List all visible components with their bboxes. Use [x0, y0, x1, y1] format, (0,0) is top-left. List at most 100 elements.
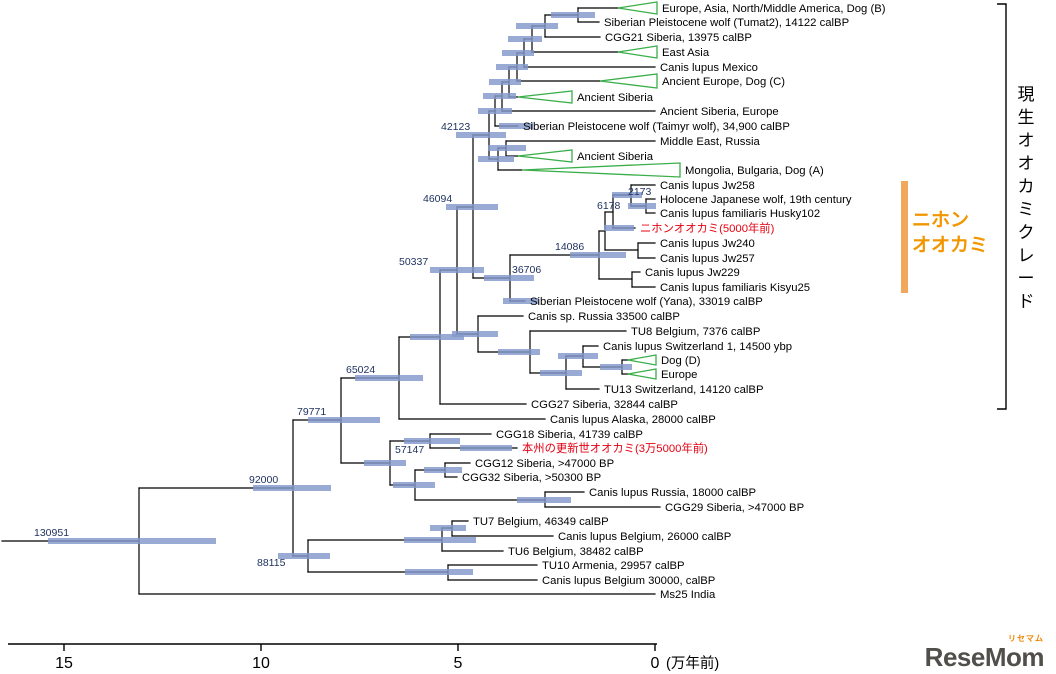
node-age-label: 79771	[297, 406, 326, 418]
hpd-bar	[612, 192, 642, 198]
hpd-bar	[502, 50, 534, 56]
tip-label: CGG27 Siberia, 32844 calBP	[531, 399, 678, 411]
axis-tick-label: 5	[454, 655, 463, 672]
hpd-bar	[489, 79, 521, 85]
hpd-bar	[558, 353, 598, 359]
hpd-bar	[456, 132, 506, 138]
node-age-label: 6178	[597, 200, 621, 212]
tip-label: Canis lupus Belgium, 26000 calBP	[558, 531, 731, 543]
hpd-bar	[604, 225, 634, 231]
resemom-logo: リセマム ReseMom	[924, 634, 1045, 672]
node-age-label: 14086	[555, 241, 584, 253]
hpd-bar	[393, 482, 435, 488]
node-age-label: 50337	[399, 256, 428, 268]
hpd-bar	[278, 553, 330, 559]
node-age-label: 65024	[346, 364, 375, 376]
hpd-bar	[308, 417, 380, 423]
hpd-bar	[540, 370, 582, 376]
tip-label: Ancient Siberia	[577, 92, 654, 104]
hpd-bar	[484, 275, 534, 281]
node-age-label: 36706	[512, 264, 541, 276]
tip-label: Siberian Pleistocene wolf (Tumat2), 1412…	[604, 17, 849, 29]
node-age-label: 130951	[34, 527, 69, 539]
collapsed-clade-triangle	[599, 73, 658, 89]
tip-label: Ancient Siberia	[577, 151, 654, 163]
clade-bracket-label-char: ー	[1018, 269, 1035, 288]
hpd-bar	[488, 145, 526, 151]
logo-subtext: リセマム	[1008, 634, 1044, 643]
hpd-bar	[496, 64, 528, 70]
axis-tick-label: 0	[651, 655, 660, 672]
node-age-label: 42123	[441, 121, 470, 133]
clade-bracket-label-char: ミ	[1018, 200, 1035, 219]
hpd-bar	[517, 497, 571, 503]
tip-label: Mongolia, Bulgaria, Dog (A)	[685, 165, 824, 177]
tip-label: East Asia	[662, 47, 710, 59]
hpd-bar	[404, 537, 476, 543]
hpd-bar	[364, 460, 406, 466]
nihon-wolf-clade-bar	[901, 181, 908, 293]
hpd-bar	[405, 569, 473, 575]
tip-label: Canis lupus familiaris Husky102	[660, 208, 820, 220]
clade-bracket-label-char: オ	[1018, 131, 1035, 150]
tip-label: Middle East, Russia	[660, 136, 761, 148]
tip-label: Canis lupus Jw229	[645, 267, 740, 279]
tip-label: Canis sp. Russia 33500 calBP	[528, 311, 680, 323]
collapsed-clade-triangle	[627, 368, 657, 380]
clade-bracket-label-char: 生	[1018, 108, 1035, 127]
hpd-bar	[446, 204, 498, 210]
tip-label: Canis lupus Belgium 30000, calBP	[542, 575, 715, 587]
collapsed-clade-triangle	[627, 354, 657, 366]
hpd-bar	[499, 123, 533, 129]
hpd-bar	[483, 93, 516, 99]
axis-tick-label: 10	[252, 655, 270, 672]
node-age-label: 57147	[395, 444, 424, 456]
logo-text: ReseMom	[924, 642, 1045, 672]
hpd-bar	[460, 445, 512, 451]
hpd-bar	[600, 364, 632, 370]
axis-tick-label: 15	[55, 655, 73, 672]
hpd-bar	[503, 298, 539, 304]
tip-label: CGG21 Siberia, 13975 calBP	[605, 32, 752, 44]
nihon-wolf-label: ニホン	[912, 210, 969, 231]
tip-label: Europe, Asia, North/Middle America, Dog …	[662, 3, 886, 15]
hpd-bar	[430, 267, 484, 273]
tip-label: Siberian Pleistocene wolf (Yana), 33019 …	[530, 296, 763, 308]
tip-label: CGG12 Siberia, >47000 BP	[475, 458, 614, 470]
tip-label: CGG32 Siberia, >50300 BP	[462, 472, 601, 484]
tip-label: TU8 Belgium, 7376 calBP	[631, 326, 760, 338]
clade-bracket	[997, 3, 1007, 410]
hpd-bar	[48, 538, 216, 544]
hpd-bar	[478, 108, 512, 114]
hpd-bar	[424, 467, 462, 473]
tip-label: Canis lupus Russia, 18000 calBP	[589, 487, 756, 499]
collapsed-clade-triangle	[617, 1, 658, 15]
collapsed-clade-triangle	[517, 149, 573, 163]
tip-label: CGG18 Siberia, 41739 calBP	[496, 429, 643, 441]
hpd-bar	[551, 12, 595, 18]
hpd-bar	[410, 334, 464, 340]
tip-label: ニホンオオカミ(5000年前)	[640, 221, 775, 235]
tip-label: Canis lupus Jw257	[660, 253, 755, 265]
node-age-label: 92000	[249, 474, 278, 486]
tip-label: Canis lupus Jw240	[660, 238, 755, 250]
tip-label: Holocene Japanese wolf, 19th century	[660, 194, 852, 206]
hpd-bar	[253, 485, 331, 491]
hpd-bar	[498, 349, 540, 355]
hpd-bar	[430, 525, 466, 531]
tip-label: Canis lupus Alaska, 28000 calBP	[550, 414, 716, 426]
tip-label: Dog (D)	[661, 355, 701, 367]
tip-label: TU7 Belgium, 46349 calBP	[473, 516, 609, 528]
node-age-label: 2173	[628, 186, 652, 198]
collapsed-clade-triangle	[517, 90, 573, 104]
nihon-wolf-label: オオカミ	[912, 234, 988, 256]
clade-bracket-label-char: 現	[1018, 85, 1035, 104]
hpd-bar	[570, 252, 626, 258]
collapsed-clade-triangle	[617, 45, 658, 59]
tip-label: 本州の更新世オオカミ(3万5000年前)	[522, 441, 708, 455]
tip-label: Canis lupus Jw258	[660, 180, 755, 192]
tip-label: Ancient Siberia, Europe	[660, 106, 779, 118]
tip-label: Europe	[661, 369, 697, 381]
